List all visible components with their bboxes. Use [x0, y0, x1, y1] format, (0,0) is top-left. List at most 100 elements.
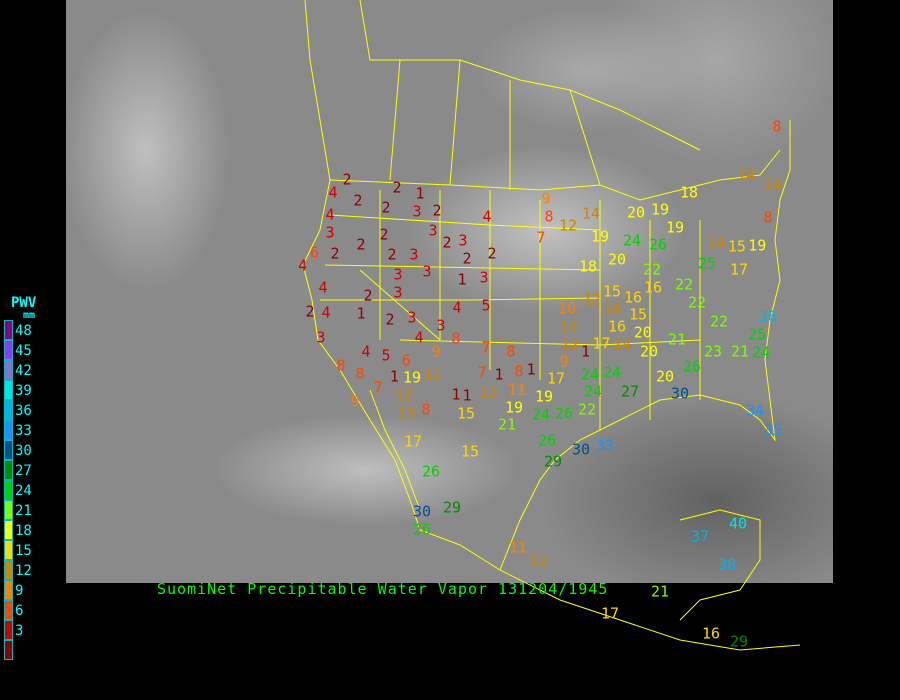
station-pwv-value: 26	[554, 404, 574, 423]
legend-title: PWV	[11, 295, 37, 311]
station-pwv-value: 4	[321, 303, 331, 322]
station-pwv-value: 6	[309, 243, 320, 262]
station-pwv-value: 17	[592, 334, 611, 353]
station-pwv-value: 7	[481, 338, 491, 357]
station-pwv-value: 19	[650, 200, 670, 219]
station-pwv-value: 2	[356, 235, 366, 254]
station-pwv-value: 20	[655, 367, 675, 386]
legend-label: 21	[15, 503, 32, 519]
legend-label: 24	[15, 483, 32, 499]
station-pwv-value: 15	[602, 282, 622, 301]
station-pwv-value: 21	[667, 330, 687, 349]
station-pwv-value: 2	[462, 249, 472, 268]
station-pwv-value: 19	[403, 368, 422, 387]
station-pwv-value: 19	[665, 218, 685, 237]
station-pwv-value: 22	[709, 312, 729, 331]
station-pwv-value: 7	[477, 363, 487, 382]
station-pwv-value: 27	[620, 382, 640, 401]
station-pwv-value: 14	[763, 175, 783, 194]
station-pwv-value: 1	[389, 367, 399, 386]
state-lines	[320, 190, 701, 430]
legend-unit: mm	[23, 310, 36, 321]
station-pwv-value: 15	[456, 404, 476, 423]
station-pwv-value: 3	[316, 328, 326, 347]
station-pwv-value: 22	[577, 400, 597, 419]
station-pwv-value: 1	[494, 365, 504, 383]
legend-label: 12	[15, 563, 32, 579]
legend-swatch	[4, 520, 13, 540]
legend-swatch	[4, 380, 13, 400]
station-pwv-value: 1	[415, 184, 425, 203]
legend-label: 39	[15, 383, 32, 399]
station-pwv-value: 8	[421, 400, 431, 419]
station-pwv-value: 1	[451, 385, 461, 404]
station-pwv-value: 19	[590, 227, 610, 246]
station-pwv-value: 36	[758, 307, 778, 326]
legend-label: 18	[15, 523, 32, 539]
station-pwv-value: 19	[748, 236, 767, 255]
station-pwv-value: 2	[379, 225, 389, 244]
legend-color-bar	[4, 320, 13, 660]
station-pwv-value: 3	[412, 202, 422, 221]
station-pwv-value: 20	[607, 250, 627, 269]
station-pwv-value: 1	[526, 360, 536, 379]
station-pwv-value: 4	[361, 342, 371, 361]
us-canada-border	[329, 149, 781, 201]
station-pwv-value: 16	[643, 278, 663, 296]
station-pwv-value: 19	[504, 398, 524, 416]
legend-swatch	[4, 440, 13, 460]
legend-label: 6	[15, 603, 24, 619]
station-pwv-value: 29	[442, 498, 462, 517]
station-pwv-value: 1	[581, 342, 591, 361]
legend-swatch	[4, 480, 13, 500]
station-pwv-value: 13	[397, 404, 417, 423]
station-pwv-value: 15	[727, 237, 746, 256]
legend-label: 36	[15, 403, 32, 419]
station-pwv-value: 1	[462, 386, 472, 405]
station-pwv-value: 14	[602, 299, 622, 318]
map-title: SuomiNet Precipitable Water Vapor 131204…	[157, 580, 609, 598]
station-pwv-value: 16	[701, 624, 721, 643]
station-pwv-value: 4	[328, 183, 338, 202]
station-pwv-value: 8	[544, 207, 554, 226]
station-pwv-value: 8	[451, 329, 461, 348]
station-pwv-value: 26	[421, 462, 441, 481]
station-pwv-value: 40	[728, 514, 748, 533]
station-pwv-value: 8	[514, 362, 524, 381]
station-pwv-value: 25	[697, 254, 717, 273]
station-pwv-value: 3	[422, 262, 432, 281]
station-pwv-value: 17	[600, 604, 620, 623]
station-pwv-value: 6	[401, 351, 411, 370]
canada-provinces	[359, 0, 701, 190]
station-pwv-value: 21	[730, 342, 750, 361]
station-pwv-value: 1	[356, 304, 366, 323]
station-pwv-value: 3	[409, 245, 419, 264]
station-pwv-value: 17	[546, 369, 566, 388]
station-pwv-value: 15	[460, 442, 480, 461]
station-pwv-value: 24	[622, 231, 642, 250]
station-pwv-value: 14	[613, 335, 632, 354]
station-pwv-value: 21	[650, 582, 670, 601]
station-pwv-value: 2	[442, 233, 452, 252]
station-pwv-value: 2	[381, 198, 391, 217]
baja-coast	[369, 389, 421, 511]
station-pwv-value: 20	[639, 342, 659, 361]
legend-swatch	[4, 340, 13, 360]
station-pwv-value: 14	[706, 233, 725, 252]
station-pwv-value: 4	[452, 298, 462, 317]
station-pwv-value: 2	[305, 302, 315, 321]
station-pwv-value: 17	[403, 432, 423, 451]
station-pwv-value: 25	[747, 325, 767, 344]
station-pwv-value: 30	[571, 440, 591, 459]
station-pwv-value: 4	[482, 207, 492, 226]
station-pwv-value: 2	[392, 178, 402, 197]
legend-swatch	[4, 540, 13, 560]
station-pwv-value: 8	[355, 364, 365, 383]
station-pwv-value: 11	[508, 538, 528, 557]
station-pwv-value: 8	[772, 117, 782, 136]
station-pwv-value: 12	[423, 365, 442, 384]
legend-swatch	[4, 580, 13, 600]
station-pwv-value: 2	[353, 191, 363, 210]
legend-label: 9	[15, 583, 24, 599]
